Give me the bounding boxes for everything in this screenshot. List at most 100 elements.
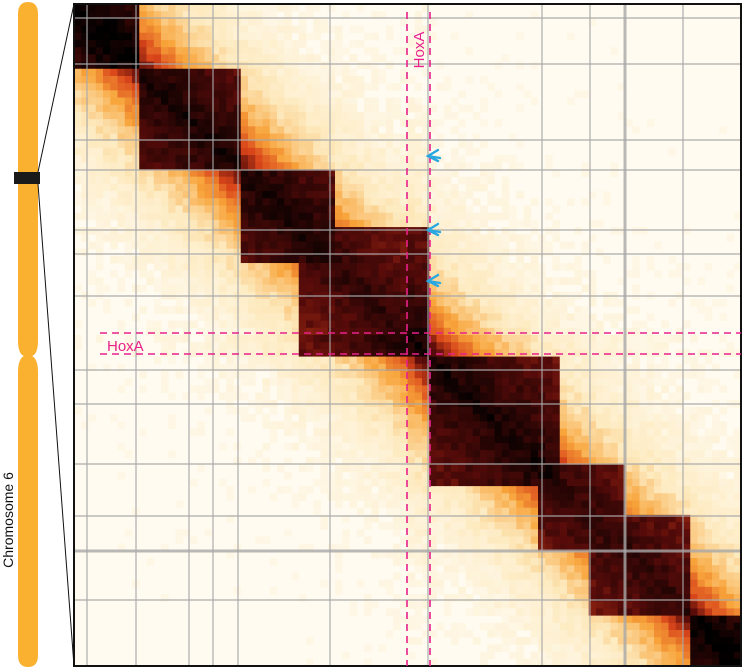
heatmap-cell (523, 594, 532, 602)
heatmap-cell (219, 478, 227, 487)
heatmap-cell (291, 155, 300, 163)
heatmap-cell (530, 507, 539, 516)
heatmap-cell (516, 464, 524, 473)
heatmap-cell (269, 255, 278, 264)
heatmap-cell (465, 255, 474, 264)
heatmap-cell (480, 522, 488, 530)
heatmap-cell (407, 183, 416, 192)
heatmap-cell (683, 277, 691, 286)
heatmap-cell (458, 536, 466, 545)
heatmap-cell (103, 61, 111, 70)
heatmap-cell (320, 277, 329, 286)
heatmap-cell (509, 263, 517, 271)
heatmap-cell (567, 421, 575, 429)
heatmap-cell (371, 363, 379, 372)
heatmap-cell (269, 104, 278, 113)
heatmap-cell (327, 191, 336, 199)
heatmap-cell (262, 162, 271, 170)
heatmap-cell (255, 68, 263, 77)
heatmap-cell (269, 234, 278, 242)
heatmap-cell (625, 608, 633, 617)
heatmap-cell (545, 507, 553, 516)
heatmap-cell (501, 277, 510, 286)
heatmap-cell (712, 529, 720, 537)
heatmap-cell (596, 335, 604, 343)
heatmap-cell (530, 630, 539, 638)
heatmap-cell (298, 155, 307, 163)
heatmap-cell (291, 68, 300, 77)
heatmap-cell (211, 183, 220, 192)
heatmap-cell (284, 234, 292, 242)
heatmap-cell (349, 442, 358, 451)
heatmap-cell (349, 313, 358, 322)
heatmap-cell (356, 255, 365, 264)
heatmap-cell (588, 277, 597, 286)
heatmap-cell (393, 104, 401, 113)
heatmap-cell (197, 126, 205, 134)
heatmap-cell (487, 284, 495, 293)
heatmap-cell (364, 414, 372, 422)
heatmap-cell (617, 363, 626, 372)
heatmap-cell (414, 385, 423, 393)
heatmap-cell (530, 500, 539, 509)
heatmap-cell (378, 75, 387, 84)
heatmap-cell (523, 579, 532, 588)
heatmap-cell (219, 234, 227, 242)
heatmap-cell (284, 299, 292, 307)
heatmap-cell (726, 630, 735, 638)
heatmap-cell (639, 349, 648, 357)
heatmap-cell (523, 464, 532, 473)
heatmap-cell (545, 392, 553, 401)
heatmap-cell (552, 299, 561, 307)
heatmap-cell (480, 97, 488, 106)
heatmap-cell (530, 543, 539, 552)
heatmap-cell (458, 356, 466, 365)
heatmap-cell (646, 608, 655, 617)
heatmap-cell (603, 550, 611, 559)
heatmap-cell (175, 198, 184, 206)
heatmap-cell (313, 4, 321, 12)
heatmap-cell (552, 392, 561, 401)
heatmap-cell (175, 284, 184, 293)
heatmap-cell (704, 601, 713, 609)
heatmap-cell (110, 155, 118, 163)
heatmap-cell (378, 349, 387, 357)
heatmap-cell (240, 212, 249, 221)
heatmap-cell (646, 327, 655, 336)
heatmap-cell (226, 61, 234, 70)
heatmap-cell (574, 478, 582, 487)
heatmap-cell (603, 529, 611, 537)
heatmap-cell (255, 111, 263, 120)
heatmap-cell (262, 140, 271, 149)
heatmap-cell (262, 349, 271, 357)
heatmap-cell (719, 550, 727, 559)
heatmap-cell (146, 39, 155, 48)
heatmap-cell (559, 335, 568, 343)
heatmap-cell (255, 392, 263, 401)
heatmap-cell (335, 313, 343, 322)
heatmap-cell (385, 111, 394, 120)
heatmap-cell (306, 392, 314, 401)
heatmap-cell (342, 255, 350, 264)
heatmap-cell (654, 586, 662, 595)
heatmap-cell (240, 104, 249, 113)
heatmap-cell (697, 442, 706, 451)
heatmap-cell (472, 550, 481, 559)
heatmap-cell (269, 111, 278, 120)
heatmap-cell (530, 601, 539, 609)
heatmap-cell (480, 342, 488, 350)
heatmap-cell (291, 284, 300, 293)
heatmap-cell (168, 11, 176, 19)
heatmap-cell (226, 104, 234, 113)
heatmap-cell (248, 248, 256, 257)
heatmap-cell (675, 349, 684, 357)
heatmap-cell (501, 630, 510, 638)
heatmap-cell (284, 378, 292, 386)
heatmap-cell (219, 90, 227, 98)
heatmap-cell (226, 342, 234, 350)
heatmap-cell (262, 363, 271, 372)
heatmap-cell (429, 205, 437, 214)
heatmap-cell (298, 299, 307, 307)
heatmap-cell (103, 75, 111, 84)
heatmap-cell (211, 385, 220, 393)
